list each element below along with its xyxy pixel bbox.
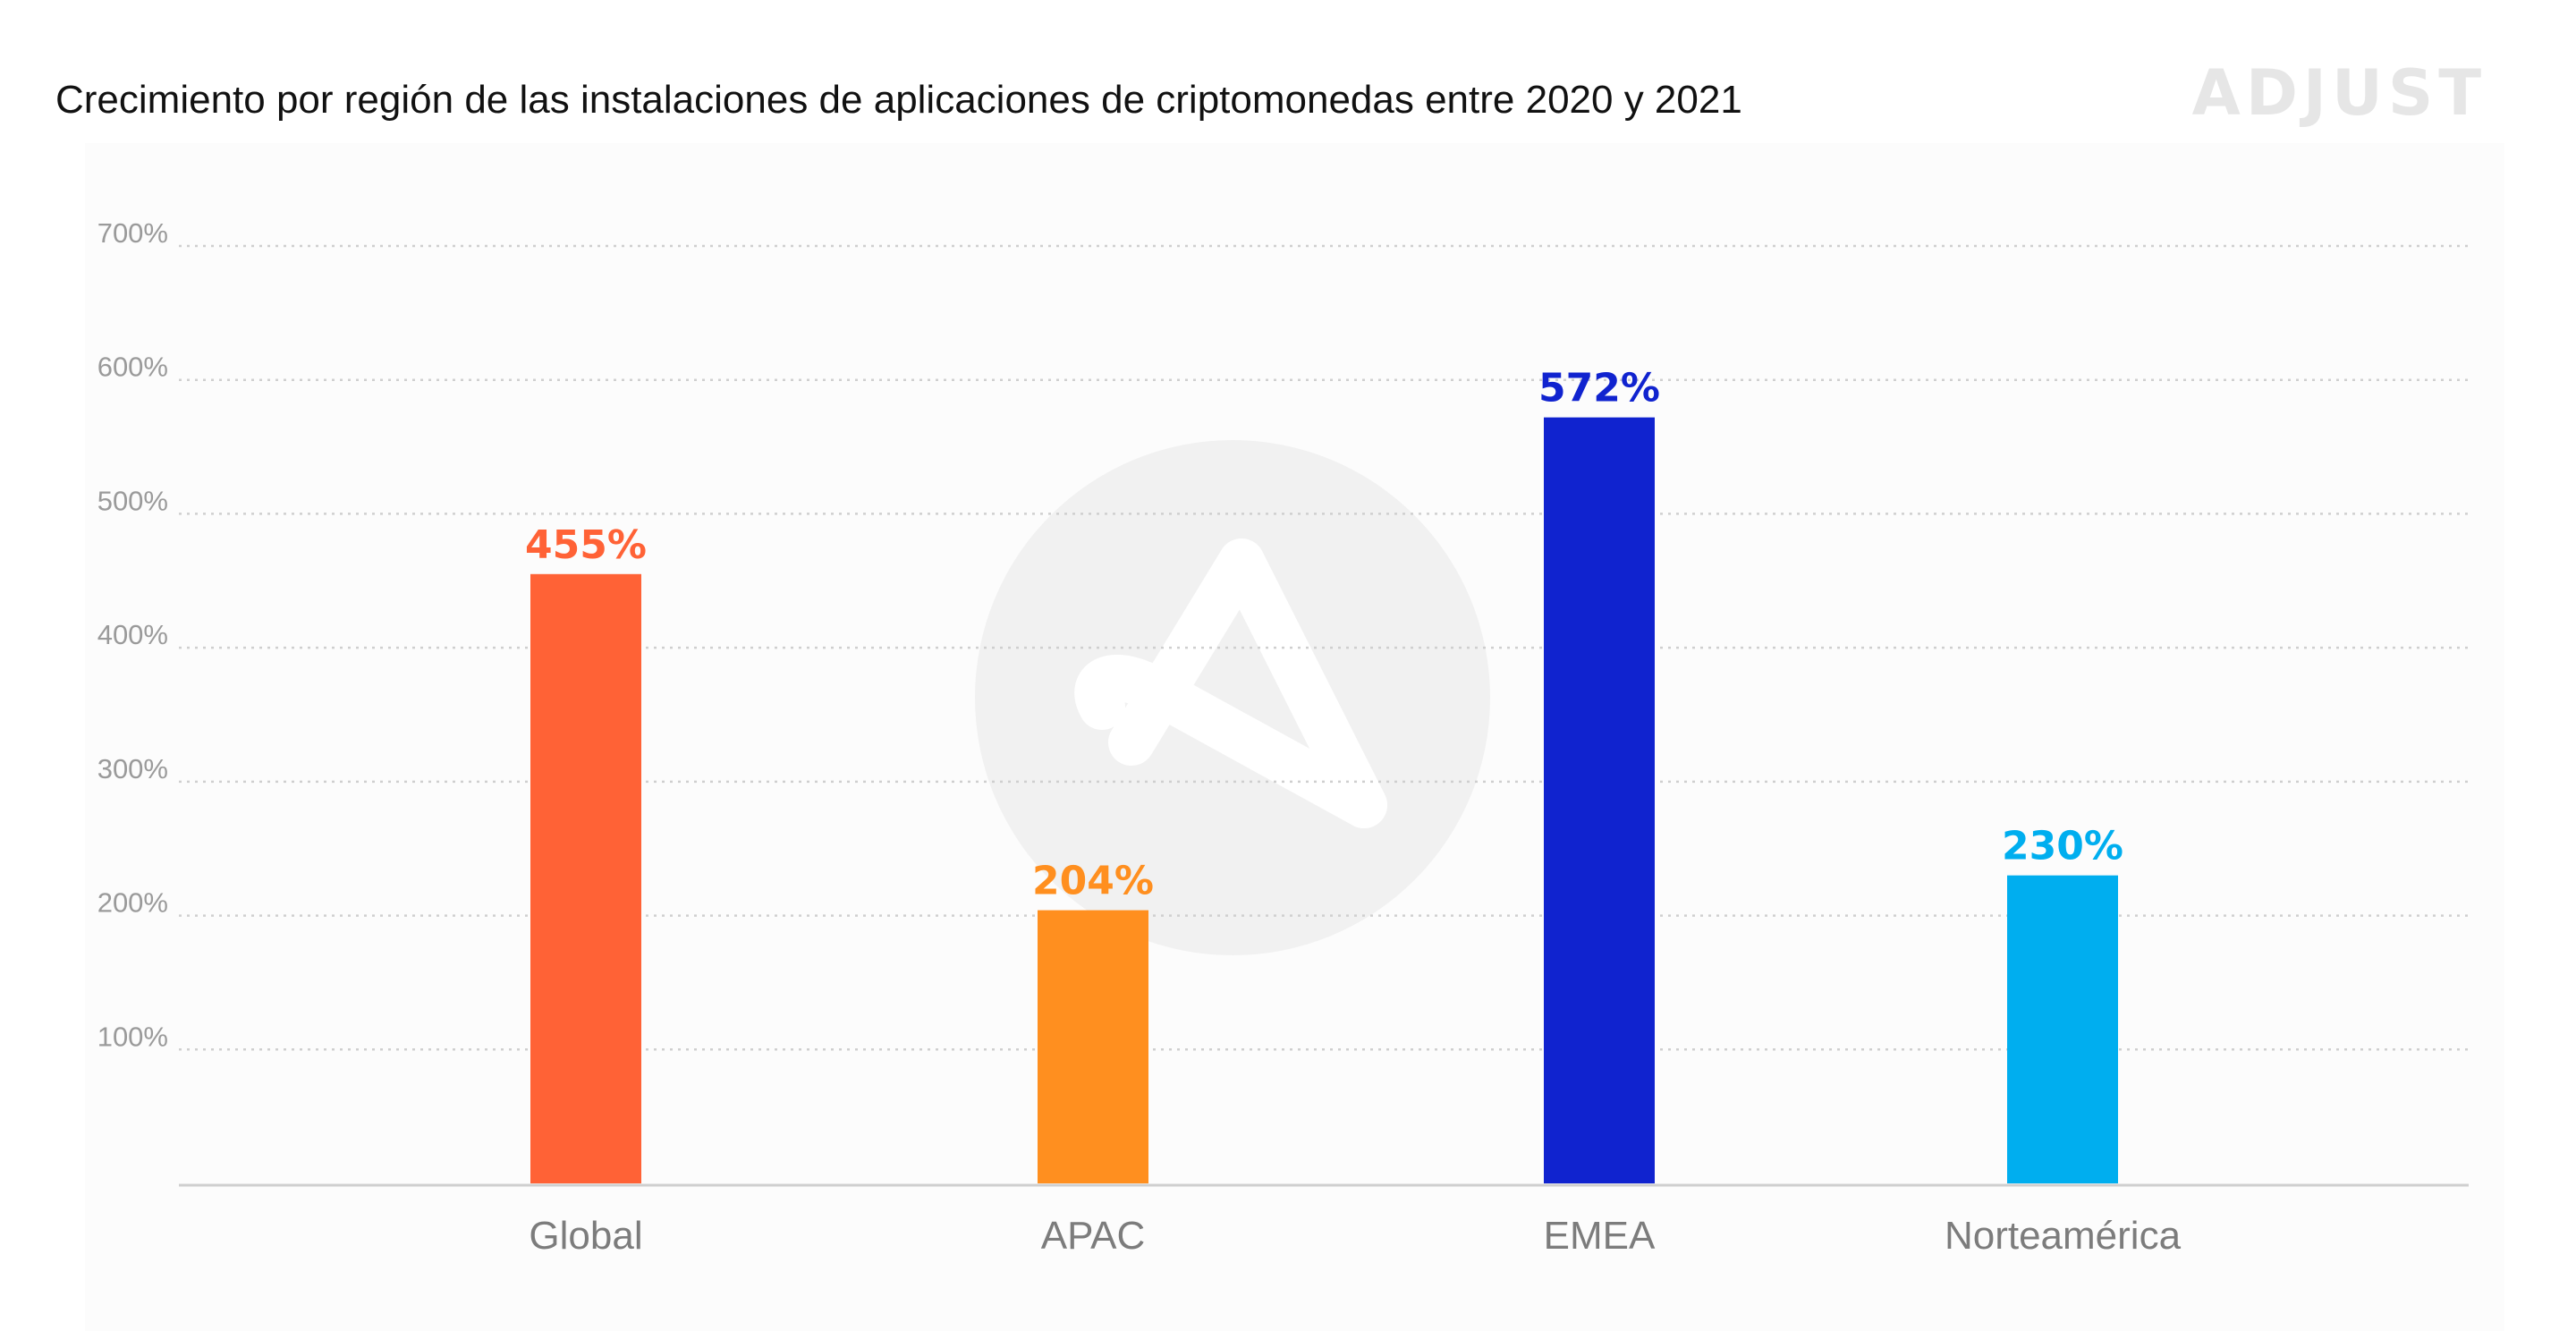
bars — [530, 417, 2118, 1183]
y-tick-label: 400% — [97, 619, 168, 650]
data-label: 204% — [1032, 859, 1154, 904]
y-tick-label: 500% — [97, 485, 168, 516]
data-label: 572% — [1538, 366, 1660, 411]
y-tick-label: 700% — [97, 217, 168, 249]
data-label: 230% — [2002, 824, 2123, 869]
y-axis-ticks: 100% 200% 300% 400% 500% 600% 700% — [97, 217, 168, 1052]
x-tick-label: EMEA — [1544, 1214, 1656, 1258]
y-tick-label: 300% — [97, 753, 168, 784]
x-axis-ticks: Global APAC EMEA Norteamérica — [529, 1214, 2181, 1258]
brand-logo-text: ADJUST — [2192, 56, 2487, 130]
y-tick-label: 600% — [97, 352, 168, 383]
adjust-logo: ADJUST — [2192, 56, 2487, 130]
bar — [1038, 910, 1148, 1183]
watermark-logo-icon — [975, 440, 1490, 955]
y-tick-label: 100% — [97, 1021, 168, 1052]
bar — [2007, 875, 2118, 1183]
y-tick-label: 200% — [97, 887, 168, 919]
x-tick-label: Norteamérica — [1945, 1214, 2182, 1258]
data-label: 455% — [525, 522, 647, 568]
bar — [530, 573, 641, 1183]
bar — [1544, 417, 1655, 1183]
x-tick-label: APAC — [1041, 1214, 1146, 1258]
data-labels: 455% 204% 572% 230% — [525, 366, 2123, 904]
x-tick-label: Global — [529, 1214, 642, 1258]
chart-title: Crecimiento por región de las instalacio… — [55, 78, 1742, 122]
